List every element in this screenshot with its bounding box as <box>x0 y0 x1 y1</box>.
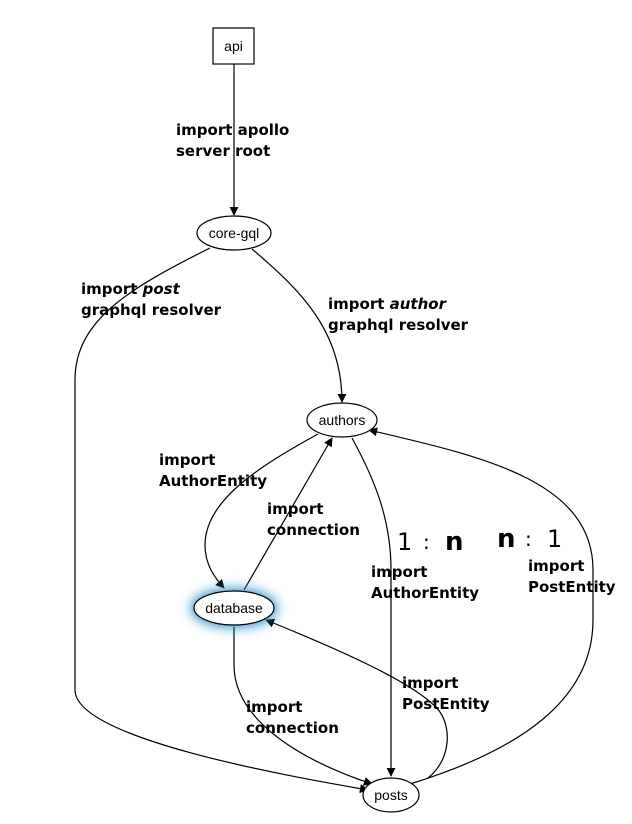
svg-text:import: import <box>267 500 323 518</box>
label-database-posts: import connection <box>246 698 339 737</box>
edge-core-gql-posts <box>74 247 369 794</box>
edge-database-authors <box>243 437 333 591</box>
svg-text::: : <box>525 527 532 551</box>
label-posts-database: import PostEntity <box>402 674 490 713</box>
svg-text:graphql resolver: graphql resolver <box>81 301 222 319</box>
label-core-gql-authors: import author graphql resolver <box>328 295 469 334</box>
svg-text:PostEntity: PostEntity <box>528 578 616 596</box>
edge-authors-posts <box>351 437 396 777</box>
label-api-core-gql: import apollo server root <box>176 121 289 160</box>
node-core-gql[interactable]: core-gql <box>196 215 272 251</box>
node-authors[interactable]: authors <box>306 402 378 438</box>
svg-text::: : <box>423 530 430 554</box>
node-api-label: api <box>224 38 243 54</box>
node-api[interactable]: api <box>212 27 255 65</box>
label-authors-posts: import AuthorEntity <box>371 563 479 602</box>
node-posts[interactable]: posts <box>362 777 420 813</box>
edge-core-gql-authors <box>251 248 347 403</box>
svg-text:1: 1 <box>547 525 562 553</box>
edge-posts-authors <box>368 427 594 785</box>
label-authors-database: import AuthorEntity <box>159 451 267 490</box>
svg-text:AuthorEntity: AuthorEntity <box>159 472 267 490</box>
cardinality-one-to-many: 1 : n <box>397 527 464 557</box>
svg-text:connection: connection <box>246 719 339 737</box>
svg-text:n: n <box>445 527 464 557</box>
svg-text:import: import <box>246 698 302 716</box>
svg-text:graphql resolver: graphql resolver <box>328 316 469 334</box>
svg-text:import author: import author <box>328 295 448 313</box>
svg-text:import apollo: import apollo <box>176 121 289 139</box>
svg-text:import: import <box>371 563 427 581</box>
cardinality-many-to-one: n : 1 <box>497 524 562 554</box>
label-posts-authors: import PostEntity <box>528 557 616 596</box>
svg-text:n: n <box>497 524 516 554</box>
edge-authors-database <box>204 433 319 589</box>
node-database-label: database <box>205 600 263 616</box>
svg-text:AuthorEntity: AuthorEntity <box>371 584 479 602</box>
node-database[interactable]: database <box>191 589 277 627</box>
label-core-gql-posts: import post graphql resolver <box>81 280 222 319</box>
edge-database-posts <box>233 627 373 786</box>
svg-text:connection: connection <box>267 521 360 539</box>
label-database-authors: import connection <box>267 500 360 539</box>
svg-text:import post: import post <box>81 280 181 298</box>
node-core-gql-label: core-gql <box>209 225 260 241</box>
edge-posts-database <box>265 618 448 779</box>
svg-text:server root: server root <box>176 142 270 160</box>
svg-text:import: import <box>159 451 215 469</box>
node-posts-label: posts <box>374 787 407 803</box>
svg-text:import: import <box>402 674 458 692</box>
svg-text:PostEntity: PostEntity <box>402 695 490 713</box>
svg-text:import: import <box>528 557 584 575</box>
node-authors-label: authors <box>319 412 366 428</box>
svg-text:1: 1 <box>397 528 412 556</box>
